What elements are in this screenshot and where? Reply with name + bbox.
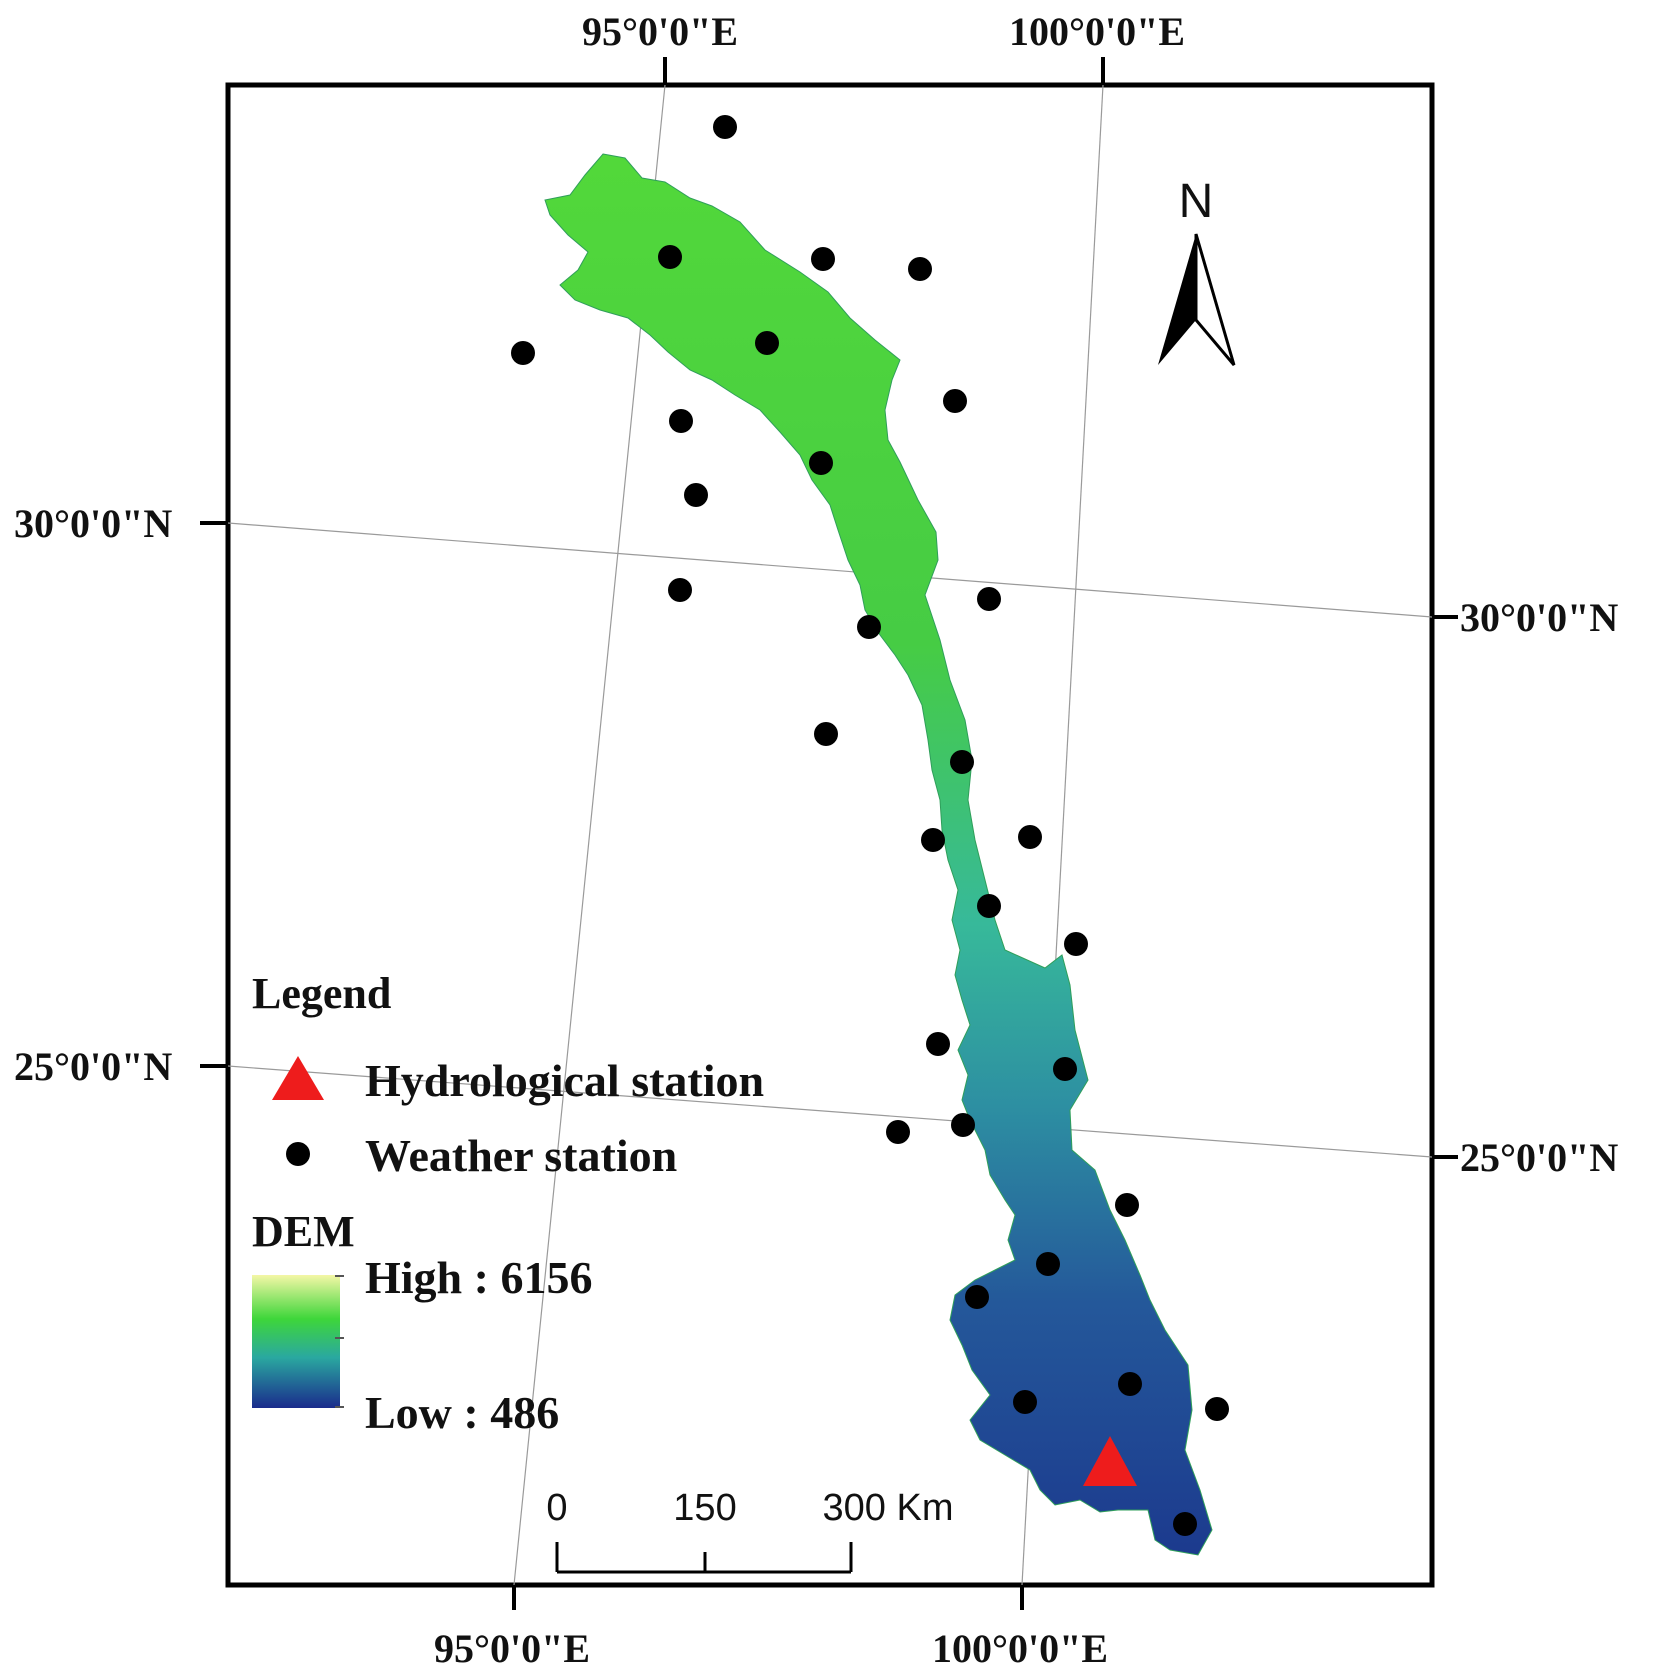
weather-station-dot xyxy=(668,578,692,602)
weather-station-dot xyxy=(511,341,535,365)
weather-station-dot xyxy=(1064,932,1088,956)
lat-label-left-30: 30°0'0"N xyxy=(14,501,172,546)
weather-station-dot xyxy=(950,750,974,774)
lon-label-bottom-95: 95°0'0"E xyxy=(434,1626,590,1671)
weather-station-dot xyxy=(921,828,945,852)
weather-station-dot xyxy=(755,331,779,355)
north-arrow-label: N xyxy=(1179,175,1214,228)
weather-station-dot xyxy=(1036,1252,1060,1276)
weather-station-dot xyxy=(713,115,737,139)
lat-label-right-25: 25°0'0"N xyxy=(1460,1135,1618,1180)
lat-label-right-30: 30°0'0"N xyxy=(1460,595,1618,640)
legend-dem-low: Low : 486 xyxy=(365,1387,559,1438)
weather-station-dot xyxy=(965,1285,989,1309)
legend-title: Legend xyxy=(252,969,391,1018)
graticule-line-30n xyxy=(227,522,1433,618)
legend-dem-high: High : 6156 xyxy=(365,1252,592,1303)
graticule-line-25n xyxy=(227,1065,1433,1158)
lon-label-top-95: 95°0'0"E xyxy=(582,9,738,54)
lon-label-top-100: 100°0'0"E xyxy=(1009,9,1185,54)
triangle-icon xyxy=(272,1056,324,1100)
graticule-line-95e xyxy=(513,84,666,1586)
river-basin-dem xyxy=(544,153,1213,1556)
lon-label-bottom-100: 100°0'0"E xyxy=(932,1626,1108,1671)
weather-station-dot xyxy=(977,587,1001,611)
weather-station-dot xyxy=(669,409,693,433)
weather-station-dot xyxy=(814,722,838,746)
scale-bar: 0 150 300 Km xyxy=(546,1487,954,1574)
legend: Legend Hydrological station Weather stat… xyxy=(252,969,764,1438)
lat-label-left-25: 25°0'0"N xyxy=(14,1044,172,1089)
weather-station-dot xyxy=(857,615,881,639)
weather-station-dot xyxy=(1013,1390,1037,1414)
weather-station-dot xyxy=(1115,1193,1139,1217)
dot-icon xyxy=(286,1142,310,1166)
weather-station-dot xyxy=(1053,1057,1077,1081)
graticule-ticks xyxy=(200,57,1458,1610)
weather-station-dot xyxy=(926,1032,950,1056)
weather-station-dot xyxy=(951,1113,975,1137)
weather-station-dot xyxy=(1118,1372,1142,1396)
weather-station-dot xyxy=(684,483,708,507)
legend-hydro-label: Hydrological station xyxy=(365,1055,764,1106)
scale-tick-300: 300 Km xyxy=(823,1487,954,1529)
weather-station-dot xyxy=(977,894,1001,918)
weather-station-dot xyxy=(943,389,967,413)
weather-station-dot xyxy=(1205,1397,1229,1421)
north-arrow: N xyxy=(1158,175,1236,366)
scale-tick-150: 150 xyxy=(673,1487,736,1529)
dem-color-ramp xyxy=(252,1275,340,1408)
weather-station-dot xyxy=(1173,1512,1197,1536)
hydrological-station-triangle xyxy=(1083,1436,1137,1486)
weather-station-dot xyxy=(886,1120,910,1144)
weather-station-dot xyxy=(811,247,835,271)
weather-station-dot xyxy=(658,245,682,269)
weather-stations xyxy=(511,115,1229,1536)
legend-weather-label: Weather station xyxy=(365,1130,677,1181)
scale-tick-0: 0 xyxy=(546,1487,567,1529)
weather-station-dot xyxy=(908,257,932,281)
weather-station-dot xyxy=(809,451,833,475)
legend-dem-title: DEM xyxy=(252,1207,355,1256)
north-arrow-icon xyxy=(1158,233,1236,366)
weather-station-dot xyxy=(1018,825,1042,849)
